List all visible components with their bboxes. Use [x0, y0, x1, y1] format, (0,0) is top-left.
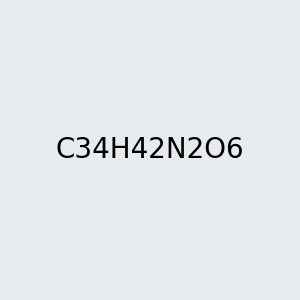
Text: C34H42N2O6: C34H42N2O6: [56, 136, 244, 164]
